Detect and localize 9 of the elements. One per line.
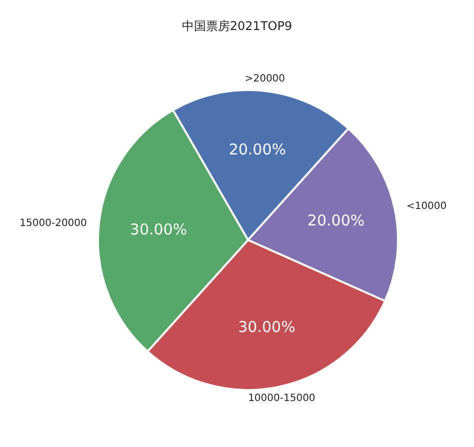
slice-label: >20000 (244, 74, 286, 85)
data-label: 20.00% (228, 140, 286, 159)
data-label: 30.00% (238, 318, 296, 336)
slice-label: <10000 (406, 201, 447, 212)
slice-label: 10000-15000 (248, 393, 316, 404)
chart-title: 中国票房2021TOP9 (182, 19, 292, 33)
data-label: 20.00% (307, 211, 365, 230)
data-label: 30.00% (130, 220, 188, 239)
slice-label: 15000-20000 (20, 218, 87, 229)
